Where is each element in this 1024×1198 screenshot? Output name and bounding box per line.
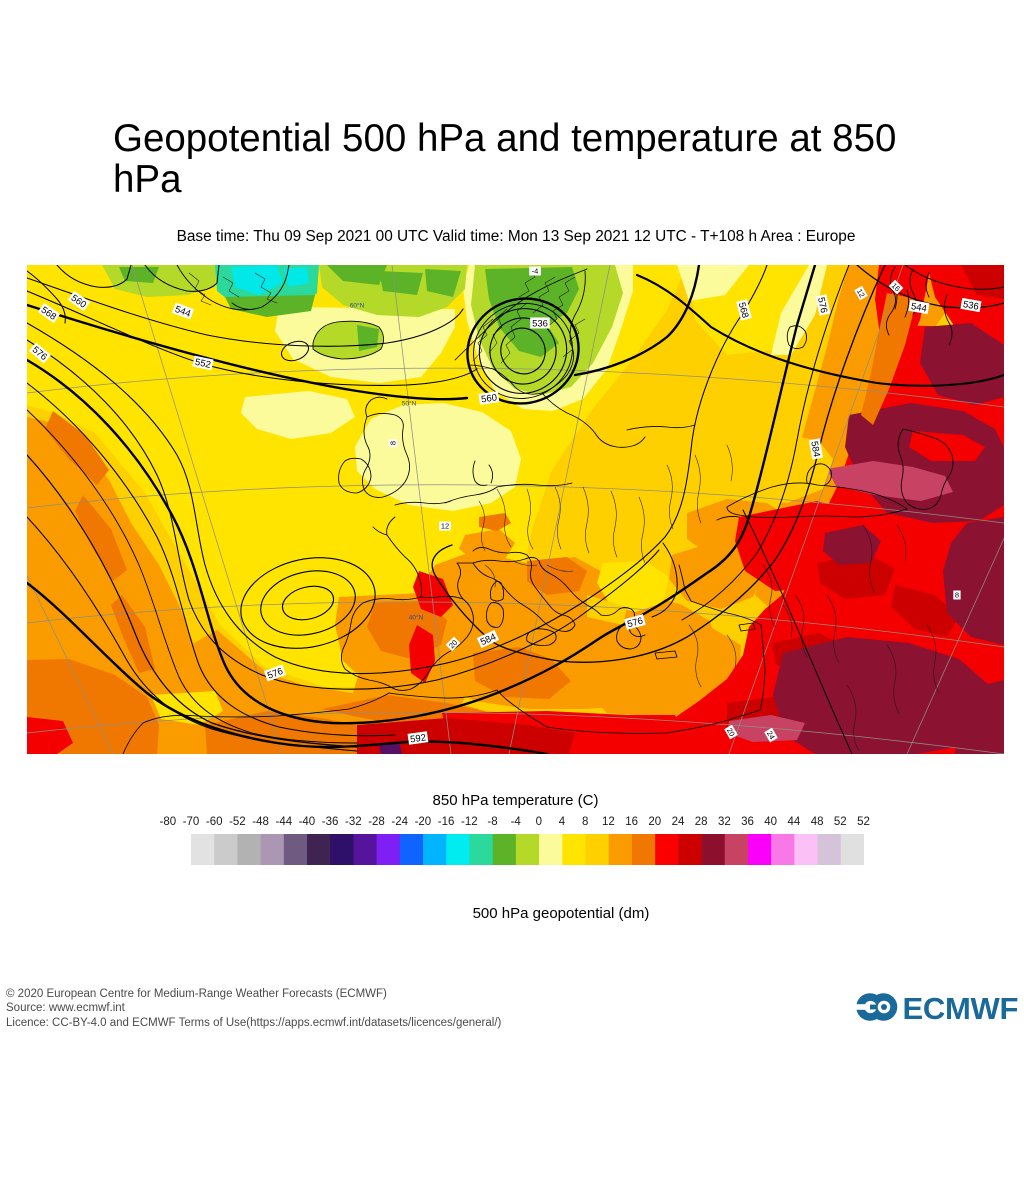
svg-text:50°N: 50°N: [402, 399, 417, 407]
svg-text:552: 552: [194, 357, 212, 371]
svg-text:584: 584: [808, 440, 822, 458]
svg-text:60°N: 60°N: [350, 301, 365, 309]
svg-text:12: 12: [855, 287, 867, 299]
svg-text:560: 560: [481, 392, 498, 405]
svg-text:568: 568: [736, 301, 751, 319]
svg-text:20: 20: [725, 726, 737, 738]
svg-text:576: 576: [815, 296, 829, 314]
svg-text:12: 12: [441, 522, 449, 531]
svg-text:8: 8: [955, 591, 959, 600]
svg-text:544: 544: [910, 301, 928, 315]
svg-text:576: 576: [266, 666, 285, 682]
svg-text:8: 8: [389, 441, 398, 445]
svg-text:544: 544: [173, 304, 192, 320]
svg-text:-4: -4: [532, 267, 539, 276]
svg-text:576: 576: [626, 616, 644, 631]
svg-text:536: 536: [962, 299, 980, 313]
svg-text:24: 24: [765, 729, 777, 741]
svg-text:536: 536: [532, 318, 548, 329]
svg-text:592: 592: [410, 732, 427, 745]
svg-text:ECMWF: ECMWF: [903, 992, 1019, 1026]
svg-text:40°N: 40°N: [409, 613, 424, 621]
